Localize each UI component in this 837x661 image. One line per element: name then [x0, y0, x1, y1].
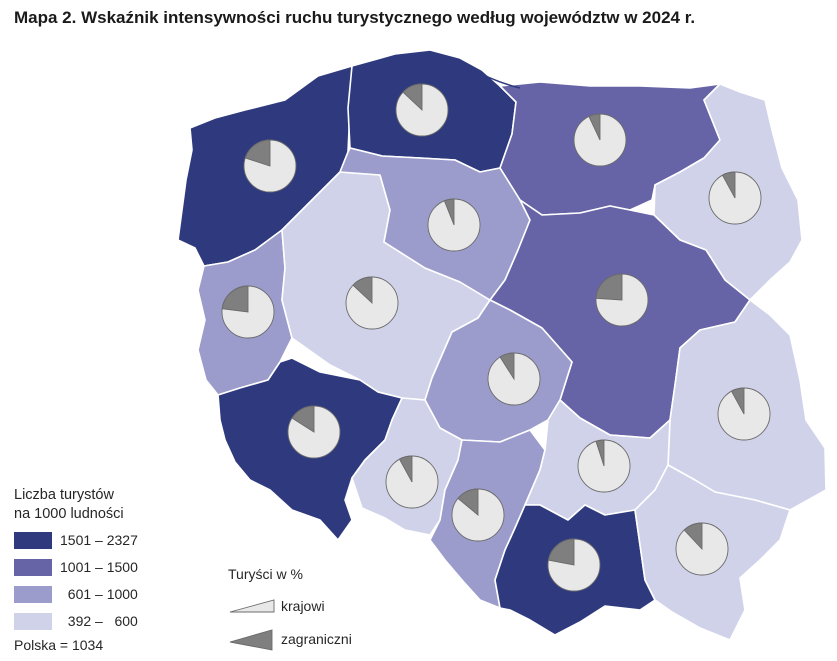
pie-podlaskie: [708, 171, 762, 225]
pie-swietokrzyskie: [577, 439, 631, 493]
pie-slice-foreign: [221, 285, 249, 313]
pie-slice-foreign: [595, 439, 605, 467]
legend-title: Liczba turystów na 1000 ludności: [14, 486, 124, 524]
pie-dolnoslaskie: [287, 405, 341, 459]
legend-label: 601 – 1000: [60, 586, 138, 602]
pie-slice-foreign: [443, 198, 455, 226]
legend-swatch: [14, 558, 52, 576]
legend-label: 1501 – 2327: [60, 532, 138, 548]
legend-row-class-4: 392 – 600: [14, 611, 138, 631]
pie-slice-foreign: [499, 352, 515, 381]
pie-slice-foreign: [730, 387, 745, 415]
pie-slice-foreign: [547, 538, 575, 566]
legend-row-class-3: 601 – 1000: [14, 584, 138, 604]
pie-slice-foreign: [595, 273, 623, 301]
pie-mazowieckie: [595, 273, 649, 327]
pie-podkarpackie: [675, 522, 729, 576]
pie-zachodniopomorskie: [243, 139, 297, 193]
pie-legend-title: Turyści w %: [228, 566, 303, 582]
pie-kujawsko-pomorskie: [427, 198, 481, 252]
legend-row-class-1: 1501 – 2327: [14, 530, 138, 550]
legend-swatch: [14, 585, 52, 603]
pie-lubuskie: [221, 285, 275, 339]
pie-slice-foreign: [398, 455, 413, 483]
pie-legend-domestic-label: krajowi: [281, 598, 325, 614]
legend-swatch: [14, 531, 52, 549]
map-title: Mapa 2. Wskaźnik intensywności ruchu tur…: [14, 8, 696, 27]
pie-slice-foreign: [588, 113, 601, 141]
pie-slice-foreign: [352, 276, 373, 305]
legend-row-class-2: 1001 – 1500: [14, 557, 138, 577]
pie-legend-domestic-symbol: [229, 599, 275, 613]
pie-legend-foreign-label: zagraniczni: [281, 631, 352, 647]
pie-slice-foreign: [244, 139, 271, 167]
pie-wielkopolskie: [345, 276, 399, 330]
pie-slice-foreign: [402, 83, 423, 112]
legend-title-line1: Liczba turystów: [14, 487, 114, 503]
pie-legend-symbols: [229, 599, 275, 651]
pie-slaskie: [451, 488, 505, 542]
pie-legend-foreign-symbol: [229, 629, 273, 651]
pie-slice-foreign: [291, 405, 315, 433]
pie-lubelskie: [717, 387, 771, 441]
pie-slice-foreign: [683, 522, 703, 551]
legend-label: 1001 – 1500: [60, 559, 138, 575]
legend-swatch: [14, 612, 52, 630]
pie-lodzkie: [487, 352, 541, 406]
coastline: [199, 67, 521, 141]
legend-title-line2: na 1000 ludności: [14, 506, 124, 522]
pie-opolskie: [385, 455, 439, 509]
national-average: Polska = 1034: [14, 637, 104, 653]
legend-label: 392 – 600: [60, 613, 138, 629]
pie-warminsko-mazurskie: [573, 113, 627, 167]
pie-slice-foreign: [721, 171, 736, 199]
pie-pomorskie: [395, 83, 449, 137]
pie-malopolskie: [547, 538, 601, 592]
pie-slice-foreign: [457, 488, 479, 516]
